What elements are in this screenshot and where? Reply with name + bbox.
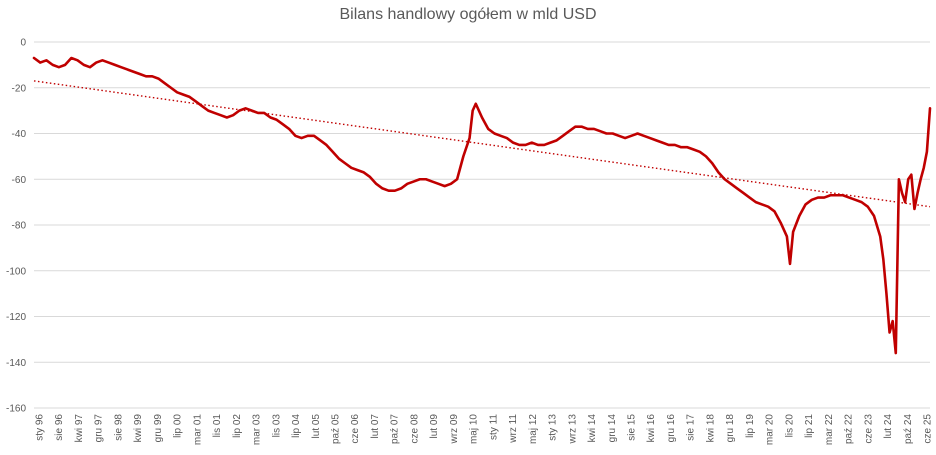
x-tick-label: kwi 99	[133, 414, 144, 443]
x-tick-label: lis 01	[212, 414, 223, 438]
x-tick-label: sty 96	[35, 414, 46, 441]
x-tick-label: lis 20	[784, 414, 795, 438]
x-tick-label: paź 07	[390, 414, 401, 444]
x-tick-label: kwi 97	[74, 414, 85, 443]
x-tick-label: gru 18	[725, 414, 736, 443]
x-tick-label: sty 13	[548, 414, 559, 441]
x-tick-label: mar 22	[824, 414, 835, 446]
x-tick-label: gru 97	[94, 414, 105, 443]
x-tick-label: sty 11	[488, 414, 499, 440]
y-tick-label: -80	[12, 221, 27, 232]
x-tick-label: paź 05	[331, 414, 342, 444]
x-tick-label: paź 24	[903, 414, 914, 444]
x-tick-label: sie 96	[54, 414, 65, 441]
x-tick-label: lut 09	[429, 414, 440, 439]
x-tick-label: sie 17	[686, 414, 697, 441]
x-tick-label: cze 06	[350, 414, 361, 444]
x-tick-label: lip 04	[291, 414, 302, 438]
x-tick-label: kwi 14	[587, 414, 598, 443]
x-tick-label: lut 24	[883, 414, 894, 439]
x-tick-label: cze 25	[923, 414, 934, 444]
y-tick-label: -40	[12, 129, 27, 140]
x-tick-label: maj 10	[469, 414, 480, 444]
x-tick-label: maj 12	[528, 414, 539, 444]
x-tick-label: sie 98	[113, 414, 124, 441]
x-tick-label: mar 01	[192, 414, 203, 446]
x-tick-label: mar 20	[765, 414, 776, 446]
x-tick-label: lip 02	[232, 414, 243, 438]
x-tick-label: lut 05	[311, 414, 322, 439]
chart-title: Bilans handlowy ogółem w mld USD	[339, 6, 597, 23]
y-tick-label: -20	[12, 83, 27, 94]
x-tick-label: cze 23	[863, 414, 874, 444]
x-tick-label: wrz 09	[449, 414, 460, 445]
x-tick-label: lis 03	[271, 414, 282, 438]
x-tick-label: lip 21	[804, 414, 815, 438]
x-tick-label: gru 14	[607, 414, 618, 443]
series-line	[32, 56, 932, 355]
x-tick-label: kwi 18	[705, 414, 716, 443]
x-tick-label: lip 19	[745, 414, 756, 438]
x-tick-label: paź 22	[844, 414, 855, 444]
y-tick-label: -160	[6, 404, 26, 415]
y-tick-label: -120	[6, 312, 26, 323]
x-tick-label: wrz 11	[508, 414, 519, 444]
x-tick-label: sie 15	[627, 414, 638, 441]
x-tick-label: kwi 16	[646, 414, 657, 443]
y-tick-label: -140	[6, 358, 26, 369]
trend-line	[33, 80, 931, 208]
x-tick-label: lip 00	[173, 414, 184, 438]
x-tick-label: lut 07	[370, 414, 381, 439]
x-tick-label: wrz 13	[567, 414, 578, 445]
x-tick-label: mar 03	[252, 414, 263, 446]
x-tick-label: cze 08	[409, 414, 420, 444]
y-tick-label: -60	[12, 175, 27, 186]
y-tick-label: -100	[6, 266, 26, 277]
x-tick-label: gru 16	[666, 414, 677, 443]
x-tick-label: gru 99	[153, 414, 164, 443]
y-tick-label: 0	[20, 38, 26, 49]
